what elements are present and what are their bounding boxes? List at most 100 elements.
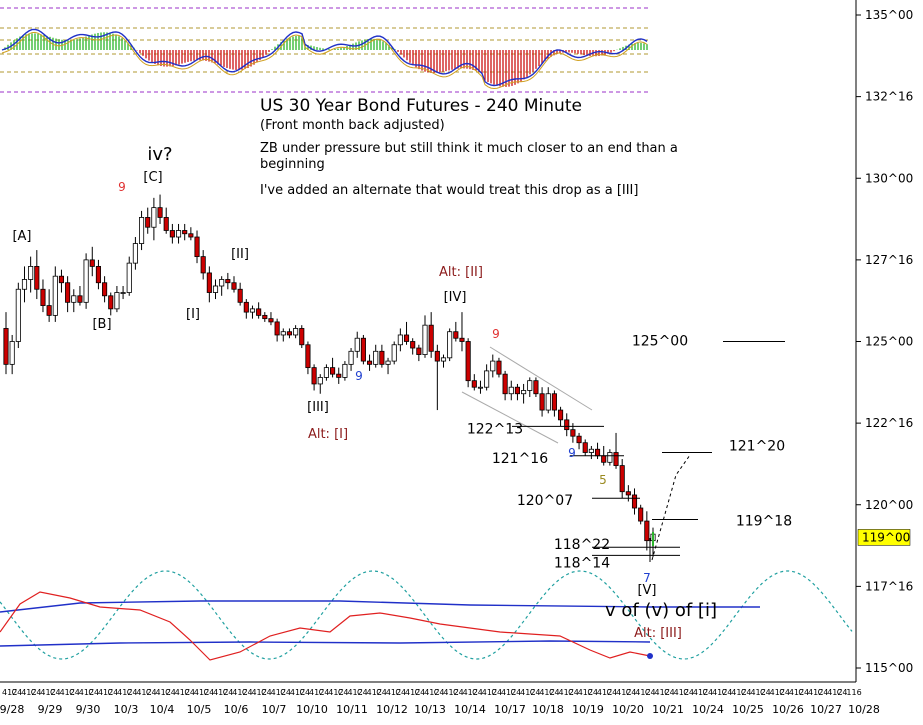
y-tick-label: 125^00 [865, 335, 913, 349]
y-tick-label: 122^16 [865, 416, 913, 430]
count-label: 9 [568, 446, 576, 460]
candle-body [225, 279, 231, 284]
x-time-label: C4 [395, 688, 406, 697]
x-time-label: 412 [482, 688, 497, 697]
chart-subtitle: (Front month back adjusted) [260, 118, 445, 133]
candle-body [360, 337, 366, 362]
candle-body [262, 314, 268, 320]
x-date-label: 10/25 [732, 703, 764, 716]
wave-label: [B] [92, 317, 111, 332]
price-levels: 125^00 122^13 121^16 121^20 120^07 119^18 118^… [467, 334, 792, 572]
x-time-label: 412 [597, 688, 612, 697]
candle-body [219, 279, 225, 287]
x-time-label: 412 [117, 688, 132, 697]
candle-body [182, 230, 188, 235]
x-time-label: 412 [559, 688, 574, 697]
x-time-label: 412 [386, 688, 401, 697]
candle-body [348, 350, 354, 365]
candle-body [373, 350, 379, 365]
candle-body [385, 360, 391, 365]
candle-body [194, 236, 200, 258]
x-time-label: C4 [511, 688, 522, 697]
wave-label: Alt: [III] [634, 626, 682, 641]
current-price-label: 119^00 [862, 530, 910, 544]
x-time-label: 412 [2, 688, 17, 697]
downtrend-channel [461, 346, 593, 444]
commentary-2: I've added an alternate that would treat… [260, 183, 639, 198]
x-time-label: C4 [779, 688, 790, 697]
wave-label: Alt: [I] [308, 427, 348, 442]
candle-body [527, 380, 533, 391]
x-date-label: 10/3 [114, 703, 139, 716]
level-label: 121^20 [729, 439, 785, 455]
x-time-label: C4 [31, 688, 42, 697]
candle-body [631, 494, 638, 509]
candle-body [644, 520, 650, 542]
candle-body [58, 275, 65, 284]
level-label: 122^13 [467, 421, 523, 437]
x-time-label: C4 [722, 688, 733, 697]
x-time-label: 412 [635, 688, 650, 697]
x-time-label: C4 [127, 688, 138, 697]
candle-body [336, 373, 342, 378]
y-tick-label: 127^16 [865, 253, 913, 267]
x-date-label: 10/4 [150, 703, 175, 716]
candle-body [305, 344, 311, 369]
x-time-label: C4 [184, 688, 195, 697]
x-time-label: 412 [79, 688, 94, 697]
x-time-label: 412 [40, 688, 55, 697]
x-time-label: 412 [21, 688, 36, 697]
candle-body [157, 207, 163, 218]
candle-body [539, 393, 545, 411]
wave-label: [III] [307, 400, 329, 415]
x-time-label: 412 [98, 688, 113, 697]
candle-body [564, 419, 570, 431]
candle-body [175, 230, 182, 238]
x-date-label: 10/27 [810, 703, 842, 716]
x-date-label: 10/11 [336, 703, 368, 716]
y-tick-label: 120^00 [865, 498, 913, 512]
x-time-label: C4 [88, 688, 99, 697]
candle-body [625, 491, 631, 496]
x-time-label: 412 [251, 688, 266, 697]
candle-body [490, 360, 496, 372]
x-time-label: 412 [443, 688, 458, 697]
candle-body [15, 288, 21, 342]
x-time-label: 412 [309, 688, 324, 697]
count-label: 7 [643, 571, 651, 585]
candle-body [453, 331, 459, 339]
x-date-label: 10/17 [494, 703, 526, 716]
lower-band [0, 640, 651, 647]
candle-body [477, 386, 484, 389]
x-time-label: C4 [549, 688, 560, 697]
x-time-label: C4 [626, 688, 637, 697]
x-time-label: 412 [674, 688, 689, 697]
x-time-label: 412 [578, 688, 593, 697]
level-label: 118^14 [554, 555, 610, 571]
x-date-label: 9/30 [76, 703, 101, 716]
x-time-label: C4 [645, 688, 656, 697]
x-time-label: 412 [424, 688, 439, 697]
cycle-wave [0, 570, 853, 660]
projection-path [651, 454, 691, 561]
candle-body [311, 367, 317, 385]
candle-body [46, 305, 52, 316]
x-time-label: C4 [50, 688, 61, 697]
candle-body [237, 288, 243, 303]
x-date-label: 10/19 [572, 703, 604, 716]
candle-body [471, 380, 477, 388]
candle-body [249, 308, 256, 313]
x-time-label: 412 [405, 688, 420, 697]
x-date-label: 10/13 [414, 703, 446, 716]
channel-lower [461, 391, 559, 444]
x-time-label: C4 [837, 688, 848, 697]
x-time-label: 412 [731, 688, 746, 697]
wave-label: [I] [186, 307, 200, 322]
candle-body [545, 393, 551, 411]
x-time-label: 412 [347, 688, 362, 697]
level-label: 119^18 [736, 513, 792, 529]
x-time-label: C4 [338, 688, 349, 697]
level-label: 118^22 [554, 537, 610, 553]
candle-body [293, 328, 299, 336]
